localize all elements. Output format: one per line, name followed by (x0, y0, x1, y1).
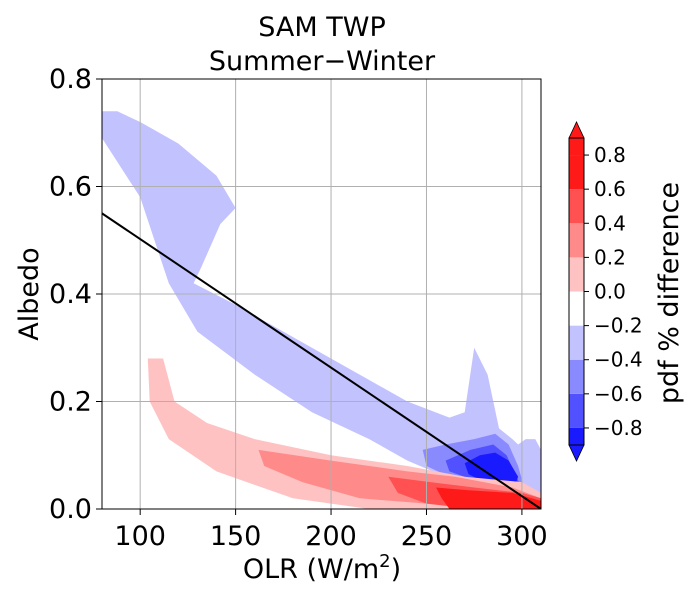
colorbar-band-2 (569, 359, 584, 394)
y-tick-label-0: 0.0 (49, 494, 92, 525)
x-axis-label-end: ) (391, 554, 402, 585)
colorbar-extend-min (568, 444, 585, 462)
colorbar-band-0 (569, 427, 584, 445)
x-tick-label-2: 200 (305, 521, 357, 552)
x-tick-label-1: 150 (210, 521, 262, 552)
colorbar-extend-max (568, 121, 585, 139)
colorbar: −0.8 −0.6 −0.4 −0.2 0.0 0.2 0.4 0.6 0.8 (568, 121, 643, 462)
y-tick-label-1: 0.2 (49, 387, 92, 418)
contour-region-4 (147, 358, 541, 509)
colorbar-tick-label-8: 0.8 (594, 143, 626, 167)
chart-subtitle: Summer−Winter (209, 46, 436, 77)
x-tick-label-0: 100 (114, 521, 166, 552)
regression-line-path (102, 212, 541, 509)
colorbar-band-9 (569, 138, 584, 156)
colorbar-band-5 (569, 257, 584, 292)
contour-regions (102, 111, 541, 509)
colorbar-band-6 (569, 223, 584, 258)
colorbar-tick-label-5: 0.2 (594, 245, 626, 269)
x-axis-label-superscript: 2 (379, 551, 390, 572)
colorbar-band-7 (569, 189, 584, 224)
colorbar-tick-label-4: 0.0 (594, 280, 626, 304)
regression-line (102, 212, 541, 509)
colorbar-band-8 (569, 155, 584, 190)
y-axis-label: Albedo (14, 247, 45, 340)
colorbar-tick-label-2: −0.4 (594, 348, 643, 372)
colorbar-tick-label-3: −0.2 (594, 314, 643, 338)
x-axis-label: OLR (W/m2) (243, 551, 401, 585)
colorbar-tick-label-7: 0.6 (594, 177, 626, 201)
y-tick-label-3: 0.6 (49, 172, 92, 203)
contour-region-0 (102, 111, 541, 509)
x-tick-label-4: 300 (496, 521, 548, 552)
x-tick-label-3: 250 (401, 521, 453, 552)
colorbar-band-1 (569, 393, 584, 428)
colorbar-label: pdf % difference (654, 182, 685, 404)
colorbar-tick-label-1: −0.6 (594, 382, 643, 406)
colorbar-band-3 (569, 325, 584, 360)
x-axis-label-main: OLR (W/m (243, 554, 379, 585)
colorbar-tick-label-6: 0.4 (594, 211, 626, 235)
y-tick-label-2: 0.4 (49, 279, 92, 310)
colorbar-band-4 (569, 291, 584, 326)
chart-title: SAM TWP (258, 12, 385, 43)
y-tick-label-4: 0.8 (49, 64, 92, 95)
axis-ticks: 100 150 200 250 300 0.0 0.2 0.4 0.6 0.8 (49, 64, 548, 552)
colorbar-tick-label-0: −0.8 (594, 416, 643, 440)
contour-region-7 (436, 487, 541, 509)
